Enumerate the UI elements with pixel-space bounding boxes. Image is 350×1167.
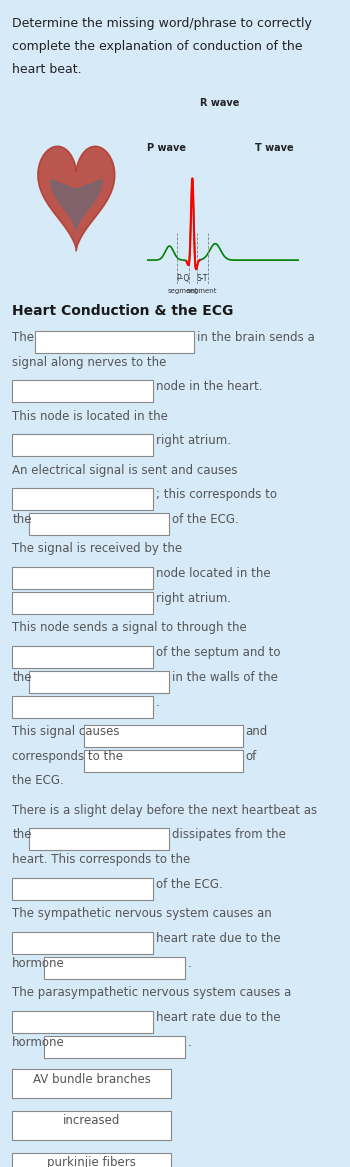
Text: heart rate due to the: heart rate due to the (156, 932, 280, 945)
Text: corresponds to the: corresponds to the (12, 749, 123, 762)
Text: and: and (246, 725, 268, 738)
Text: the: the (12, 829, 32, 841)
Text: The: The (12, 330, 34, 344)
FancyBboxPatch shape (35, 330, 194, 352)
Text: Heart Conduction & the ECG: Heart Conduction & the ECG (12, 305, 233, 319)
Text: An electrical signal is sent and causes: An electrical signal is sent and causes (12, 463, 238, 476)
Text: in the walls of the: in the walls of the (173, 671, 278, 684)
Text: hormone: hormone (12, 957, 65, 970)
FancyBboxPatch shape (84, 725, 243, 747)
FancyBboxPatch shape (12, 489, 153, 510)
Text: of the ECG.: of the ECG. (156, 878, 223, 892)
Text: .: . (188, 957, 191, 970)
FancyBboxPatch shape (44, 957, 185, 979)
Text: There is a slight delay before the next heartbeat as: There is a slight delay before the next … (12, 804, 317, 817)
Text: the ECG.: the ECG. (12, 775, 64, 788)
Text: hormone: hormone (12, 1035, 65, 1049)
Text: of: of (246, 749, 257, 762)
Text: The sympathetic nervous system causes an: The sympathetic nervous system causes an (12, 907, 272, 921)
Text: node in the heart.: node in the heart. (156, 380, 262, 393)
Text: the: the (12, 671, 32, 684)
Text: The signal is received by the: The signal is received by the (12, 543, 182, 555)
FancyBboxPatch shape (29, 513, 169, 536)
Text: of the septum and to: of the septum and to (156, 647, 280, 659)
Text: dissipates from the: dissipates from the (173, 829, 286, 841)
FancyBboxPatch shape (12, 434, 153, 456)
FancyBboxPatch shape (12, 1011, 153, 1033)
Text: AV bundle branches: AV bundle branches (33, 1072, 150, 1085)
Text: complete the explanation of conduction of the: complete the explanation of conduction o… (12, 40, 303, 53)
Text: of the ECG.: of the ECG. (173, 513, 239, 526)
Text: heart. This corresponds to the: heart. This corresponds to the (12, 853, 190, 866)
Text: node located in the: node located in the (156, 567, 270, 580)
FancyBboxPatch shape (12, 647, 153, 668)
FancyBboxPatch shape (12, 1153, 171, 1167)
Text: Determine the missing word/phrase to correctly: Determine the missing word/phrase to cor… (12, 16, 312, 29)
Text: This node is located in the: This node is located in the (12, 410, 168, 422)
FancyBboxPatch shape (12, 380, 153, 403)
FancyBboxPatch shape (44, 1035, 185, 1057)
Text: increased: increased (63, 1114, 120, 1127)
Text: This node sends a signal to through the: This node sends a signal to through the (12, 621, 247, 634)
Text: heart rate due to the: heart rate due to the (156, 1011, 280, 1023)
FancyBboxPatch shape (12, 567, 153, 589)
FancyBboxPatch shape (29, 671, 169, 693)
FancyBboxPatch shape (29, 829, 169, 851)
FancyBboxPatch shape (12, 932, 153, 955)
FancyBboxPatch shape (12, 1111, 171, 1140)
Text: .: . (188, 1035, 191, 1049)
Text: right atrium.: right atrium. (156, 434, 231, 447)
FancyBboxPatch shape (12, 878, 153, 900)
FancyBboxPatch shape (12, 696, 153, 718)
Text: ; this corresponds to: ; this corresponds to (156, 489, 277, 502)
Text: in the brain sends a: in the brain sends a (197, 330, 315, 344)
FancyBboxPatch shape (12, 1069, 171, 1098)
FancyBboxPatch shape (12, 592, 153, 614)
Text: heart beat.: heart beat. (12, 63, 82, 76)
Text: the: the (12, 513, 32, 526)
Text: right atrium.: right atrium. (156, 592, 231, 605)
FancyBboxPatch shape (84, 749, 243, 771)
Text: purkinjie fibers: purkinjie fibers (47, 1156, 136, 1167)
Text: T wave: T wave (256, 142, 294, 153)
Text: P wave: P wave (147, 142, 186, 153)
Text: This signal causes: This signal causes (12, 725, 120, 738)
Text: R wave: R wave (200, 98, 239, 109)
Text: signal along nerves to the: signal along nerves to the (12, 356, 167, 369)
Text: .: . (156, 696, 160, 708)
Text: The parasympathetic nervous system causes a: The parasympathetic nervous system cause… (12, 986, 292, 999)
